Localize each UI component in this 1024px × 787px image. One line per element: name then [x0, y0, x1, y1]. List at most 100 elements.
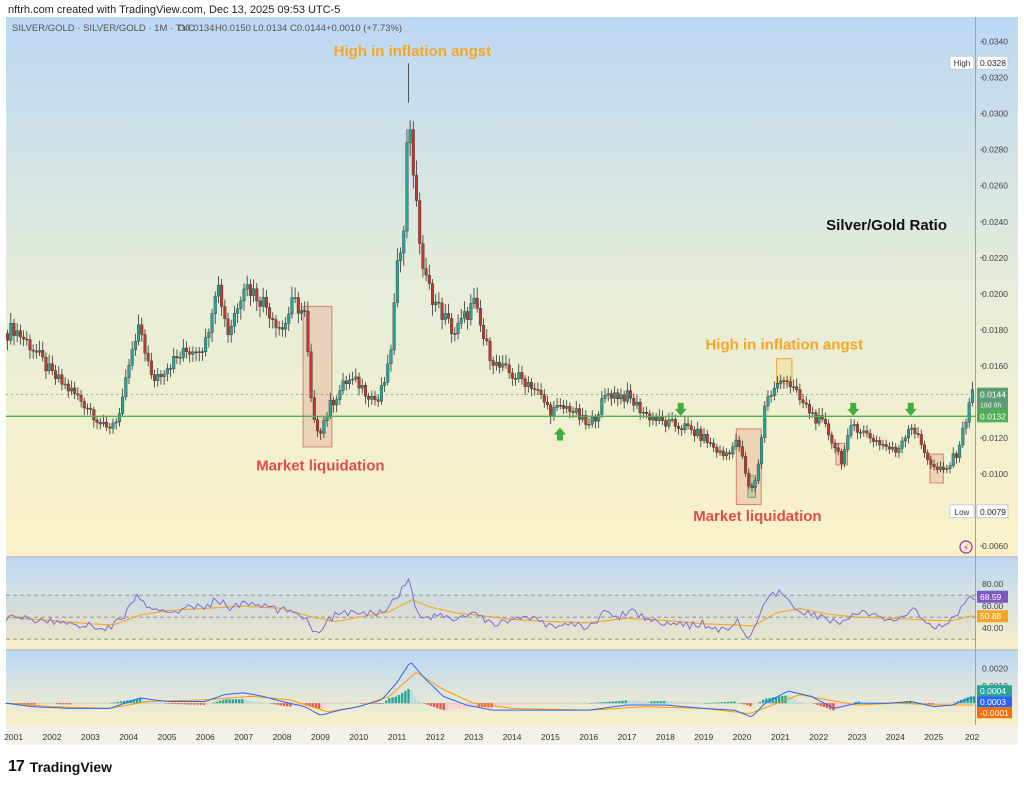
candle-body [913, 427, 917, 434]
candle-body [897, 448, 901, 453]
candle-body [386, 363, 390, 383]
candle-body [306, 310, 310, 352]
candle-body [833, 442, 837, 449]
macd-histogram-bar [209, 703, 212, 704]
candle-body [229, 325, 233, 335]
macd-histogram-bar [717, 702, 720, 704]
candle-body [347, 379, 351, 384]
candle-body [277, 327, 281, 329]
candle-body [843, 449, 847, 464]
candle-body [427, 274, 431, 284]
macd-histogram-bar [30, 703, 33, 705]
price-label-tag [949, 55, 975, 70]
candle-body [236, 308, 240, 314]
candle-body [865, 430, 869, 434]
macd-histogram-bar [327, 703, 330, 705]
macd-histogram-bar [123, 700, 126, 704]
candle-body [185, 347, 189, 352]
candle-body [807, 403, 811, 414]
macd-histogram-bar [33, 703, 36, 705]
macd-histogram-bar [177, 703, 180, 705]
candle-body [881, 444, 885, 446]
candle-body [69, 387, 73, 392]
macd-histogram-bar [59, 703, 62, 705]
candle-body [370, 395, 374, 400]
time-tick-label: 2012 [426, 732, 445, 742]
macd-histogram-bar [515, 703, 519, 705]
candle-body [459, 318, 463, 324]
macd-histogram-bar [84, 703, 88, 704]
candle-body [293, 297, 297, 299]
candle-body [482, 325, 486, 339]
macd-histogram-bar [797, 701, 800, 704]
candle-body [590, 416, 594, 425]
macd-histogram-bar [253, 701, 257, 704]
lightning-icon[interactable] [959, 540, 973, 554]
candle-body [887, 446, 891, 450]
candle-body [472, 297, 476, 304]
macd-histogram-bar [841, 703, 845, 708]
candle-body [776, 382, 780, 389]
candle-body [670, 419, 674, 421]
macd-histogram-bar [279, 703, 282, 706]
macd-histogram-bar [317, 703, 321, 709]
candle-body [79, 395, 83, 402]
macd-histogram-bar [634, 700, 637, 704]
candle-body [411, 129, 415, 176]
candle-body [392, 302, 396, 351]
candle-body [769, 395, 773, 397]
macd-histogram-bar [720, 702, 723, 704]
candle-body [539, 390, 543, 395]
macd-histogram-bar [947, 703, 950, 704]
candle-body [782, 380, 786, 382]
macd-histogram-bar [506, 703, 509, 706]
macd-histogram-bar [110, 702, 113, 704]
candle-body [210, 313, 214, 333]
candle-body [165, 368, 169, 375]
candle-body [676, 426, 680, 429]
candle-body [766, 396, 770, 407]
candle-body [175, 356, 179, 358]
price-tick-label: 0.0300 [982, 109, 1008, 119]
time-tick-label: 2019 [694, 732, 713, 742]
candle-body [533, 388, 537, 390]
macd-histogram-bar [640, 701, 643, 704]
candle-body [446, 313, 450, 319]
macd-histogram-bar [75, 703, 78, 705]
arrow-down-icon [674, 402, 687, 416]
candle-body [92, 409, 96, 421]
candle-body [772, 387, 776, 396]
candle-body [63, 383, 67, 386]
candle-body [523, 378, 527, 387]
candle-body [351, 378, 355, 381]
candle-body [341, 380, 345, 391]
candle-body [197, 351, 201, 353]
candle-body [779, 380, 783, 384]
candle-body [315, 419, 319, 432]
candle-body [216, 284, 220, 297]
macd-histogram-bar [388, 698, 391, 704]
macd-histogram-bar [851, 703, 854, 704]
macd-histogram-bar [937, 703, 941, 705]
legend-high: H0.0150 [215, 23, 251, 34]
macd-histogram-bar [458, 703, 461, 709]
candle-body [335, 399, 339, 406]
candle-body [871, 437, 875, 442]
candle-body [405, 142, 409, 232]
time-axis [6, 726, 1018, 745]
candle-body [287, 313, 291, 324]
macd-histogram-bar [662, 700, 666, 704]
macd-histogram-bar [78, 703, 81, 705]
candle-body [763, 405, 767, 439]
macd-histogram-bar [682, 701, 685, 704]
candle-body [338, 390, 342, 400]
time-tick-label: 2023 [848, 732, 867, 742]
candle-body [485, 338, 489, 342]
candle-body [430, 283, 434, 305]
candle-body [846, 435, 850, 450]
candle-body [702, 434, 706, 441]
macd-tick-label: 0.0020 [982, 664, 1008, 674]
legend-close: C0.0144 [290, 23, 326, 34]
candle-body [958, 444, 962, 458]
candle-body [437, 301, 441, 304]
